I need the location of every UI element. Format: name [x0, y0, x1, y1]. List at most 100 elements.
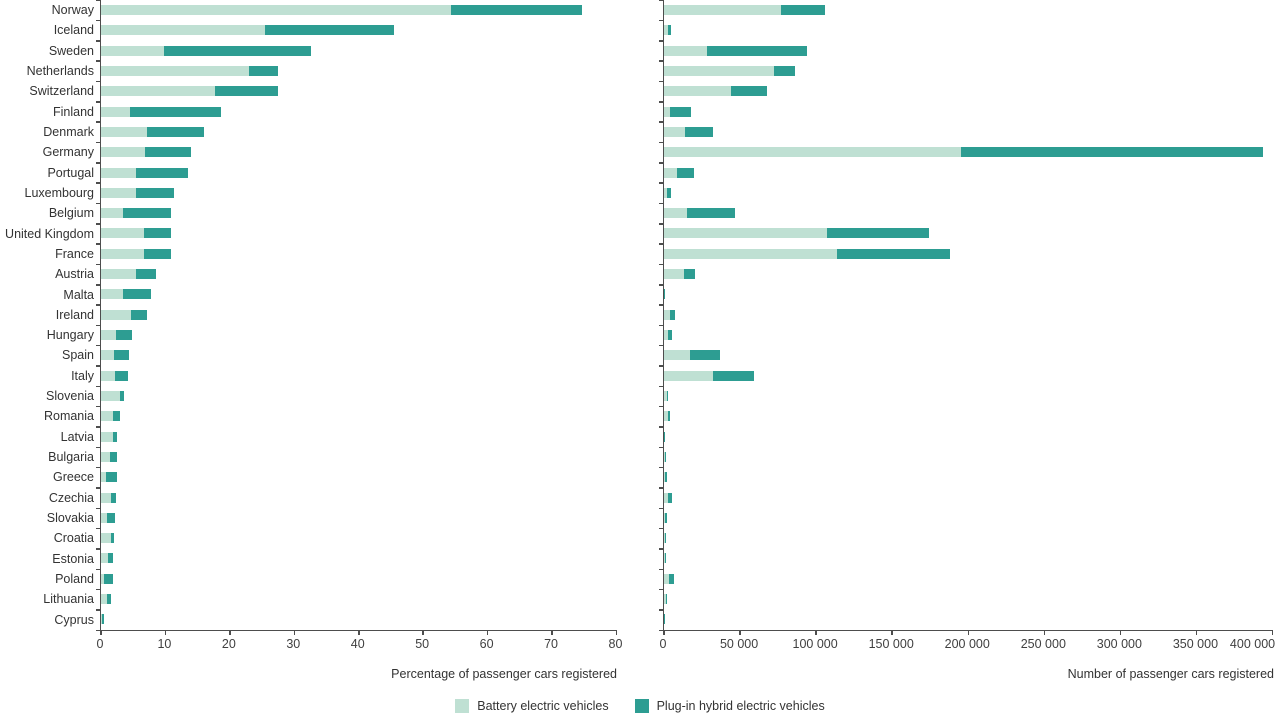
- country-label: Luxembourg: [24, 185, 95, 200]
- country-label: Estonia: [52, 551, 94, 566]
- country-label: Ireland: [55, 307, 94, 322]
- y-axis-tick: [95, 609, 100, 611]
- country-label: Switzerland: [29, 84, 94, 99]
- stacked-bar: [101, 106, 221, 117]
- legend-item-bev: Battery electric vehicles: [455, 699, 609, 713]
- stacked-bar: [664, 248, 950, 259]
- percentage-panel-plot: [95, 0, 618, 635]
- country-label: Bulgaria: [48, 450, 94, 465]
- stacked-bar: [664, 25, 671, 36]
- bar-row: [101, 223, 617, 243]
- country-label: Greece: [53, 470, 94, 485]
- phev-segment: [689, 350, 721, 361]
- y-axis-tick: [658, 487, 663, 489]
- bar-row: [101, 41, 617, 61]
- stacked-bar: [101, 472, 118, 483]
- x-axis-tick-label: 20: [221, 637, 236, 651]
- bev-segment: [664, 594, 666, 605]
- phev-segment: [115, 370, 129, 381]
- x-axis-tick: [164, 630, 167, 635]
- stacked-bar: [664, 65, 795, 76]
- bev-segment: [664, 208, 687, 219]
- x-axis-tick: [967, 630, 969, 635]
- y-axis-tick: [95, 487, 100, 489]
- bev-segment: [101, 86, 216, 97]
- phev-segment: [960, 147, 1264, 158]
- phev-segment: [110, 451, 118, 462]
- phev-segment: [105, 472, 118, 483]
- bar-row: [101, 427, 617, 447]
- phev-segment: [144, 228, 171, 239]
- stacked-bar: [101, 5, 583, 15]
- bev-segment: [664, 248, 838, 259]
- y-axis-tick: [658, 284, 663, 286]
- country-label: Netherlands: [26, 64, 94, 79]
- x-axis-tick-label: 10: [157, 637, 172, 651]
- country-label: France: [55, 246, 94, 261]
- bar-row: [101, 102, 617, 122]
- y-axis-tick: [658, 507, 663, 510]
- stacked-bar: [101, 614, 105, 625]
- y-axis-tick: [658, 324, 663, 327]
- phev-segment: [686, 208, 735, 219]
- stacked-bar: [664, 350, 721, 361]
- bev-segment: [101, 330, 117, 340]
- bev-segment: [664, 309, 671, 320]
- y-axis-tick: [658, 588, 663, 591]
- legend: Battery electric vehicles Plug-in hybrid…: [0, 699, 1280, 713]
- y-axis-tick: [95, 405, 100, 408]
- y-axis-tick: [658, 263, 663, 266]
- x-axis-tick-label: 70: [544, 637, 559, 651]
- x-axis-tick: [229, 630, 231, 635]
- x-axis-tick-label: 200 000: [944, 637, 990, 651]
- y-axis-tick: [658, 527, 663, 530]
- phev-segment: [116, 330, 132, 340]
- y-axis-tick: [658, 223, 663, 225]
- bar-row: [101, 81, 617, 101]
- phev-segment: [107, 512, 115, 523]
- phev-segment: [730, 86, 767, 97]
- phev-segment: [264, 25, 394, 36]
- bar-row: [664, 345, 1273, 365]
- stacked-bar: [664, 431, 665, 442]
- y-axis-tick: [658, 19, 663, 22]
- x-axis-tick: [663, 630, 665, 635]
- y-axis-tick: [658, 40, 663, 42]
- stacked-bar: [664, 553, 665, 564]
- legend-label-bev: Battery electric vehicles: [477, 699, 609, 713]
- x-axis-tick: [815, 630, 817, 635]
- bar-row: [664, 427, 1273, 447]
- bev-segment: [664, 25, 668, 36]
- stacked-bar: [101, 45, 312, 56]
- bar-row: [664, 569, 1273, 589]
- bev-segment: [664, 370, 713, 381]
- bar-row: [101, 284, 617, 304]
- phev-segment: [837, 248, 950, 259]
- y-axis-tick: [95, 121, 100, 123]
- legend-item-phev: Plug-in hybrid electric vehicles: [634, 699, 825, 713]
- y-axis-tick: [658, 304, 663, 306]
- bev-segment: [101, 370, 116, 381]
- phev-segment: [136, 187, 175, 198]
- stacked-bar: [664, 370, 754, 381]
- y-axis-tick: [95, 527, 100, 530]
- stacked-bar: [101, 370, 129, 381]
- y-axis-tick: [658, 0, 663, 1]
- y-axis-tick: [658, 609, 663, 611]
- bev-segment: [101, 45, 165, 56]
- x-axis-tick: [891, 630, 893, 635]
- phev-segment: [101, 614, 105, 625]
- y-axis-tick: [658, 202, 663, 205]
- bar-row: [101, 61, 617, 81]
- bar-row: [664, 386, 1273, 406]
- legend-label-phev: Plug-in hybrid electric vehicles: [656, 699, 825, 713]
- y-axis-tick: [658, 344, 663, 347]
- phev-segment: [665, 472, 668, 483]
- bar-row: [664, 589, 1273, 609]
- bev-segment: [664, 5, 782, 15]
- stacked-bar: [664, 106, 691, 117]
- y-axis-tick: [658, 121, 663, 123]
- stacked-bar: [101, 390, 124, 401]
- phev-segment: [667, 25, 671, 36]
- phev-segment: [670, 309, 675, 320]
